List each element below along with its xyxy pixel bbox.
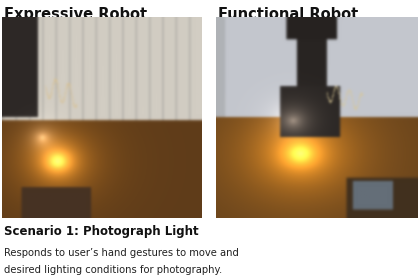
Text: Expressive Robot: Expressive Robot xyxy=(4,7,147,22)
Text: Responds to user’s hand gestures to move and: Responds to user’s hand gestures to move… xyxy=(4,248,239,258)
Text: desired lighting conditions for photography.: desired lighting conditions for photogra… xyxy=(4,265,223,275)
Text: Scenario 1: Photograph Light: Scenario 1: Photograph Light xyxy=(4,225,199,238)
Text: Functional Robot: Functional Robot xyxy=(218,7,359,22)
